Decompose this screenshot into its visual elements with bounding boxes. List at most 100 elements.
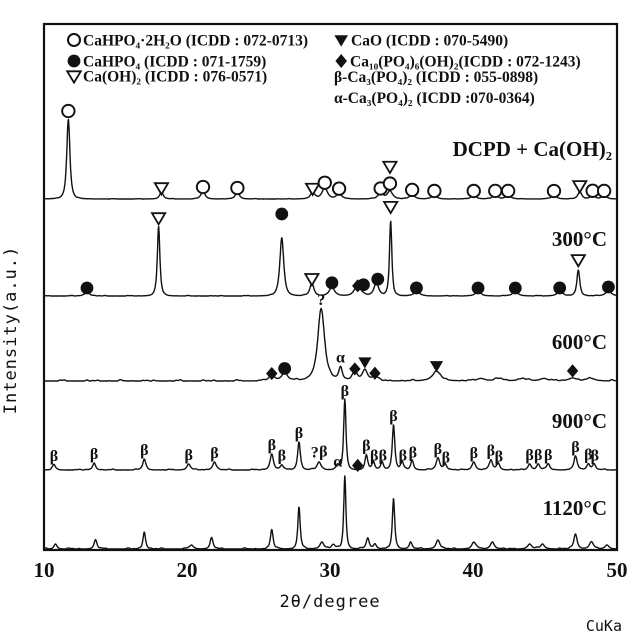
phase-annotation-900c: β bbox=[50, 448, 58, 465]
legend-item-cahpo4-label: CaHPO₄ (ICDD : 071-1759) bbox=[83, 54, 266, 71]
series-label-dcpd: DCPD + Ca(OH)₂ bbox=[453, 137, 612, 161]
filled-circle-marker bbox=[278, 362, 292, 375]
phase-annotation-600c: ? bbox=[317, 292, 325, 309]
filled-diamond-marker bbox=[369, 366, 381, 380]
open-circle-marker bbox=[195, 179, 211, 195]
legend-right-column: CaO (ICDD : 070-5490) Ca₁₀(PO₄)₆(OH)₂(IC… bbox=[334, 33, 581, 108]
phase-annotation-900c: β bbox=[584, 447, 592, 464]
open-circle-marker bbox=[488, 183, 503, 199]
x-axis-title: 2θ/degree bbox=[279, 592, 380, 612]
filled-circle-marker bbox=[275, 207, 289, 221]
filled-diamond-marker bbox=[266, 366, 278, 381]
trace-line-dcpd bbox=[43, 118, 618, 200]
phase-annotation-900c: β bbox=[399, 448, 407, 465]
legend-item-hap-label: Ca₁₀(PO₄)₆(OH)₂(ICDD : 072-1243) bbox=[350, 54, 581, 71]
x-tick-label-30: 30 bbox=[320, 558, 341, 582]
legend-item-beta-tcp-label: β-Ca₃(PO₄)₂ (ICDD : 055-0898) bbox=[334, 69, 538, 86]
series-label-900c: 900°C bbox=[552, 409, 607, 433]
open-triangle-down-marker bbox=[303, 273, 321, 287]
open-circle-marker bbox=[500, 183, 516, 199]
x-tick-label-40: 40 bbox=[463, 558, 484, 582]
open-circle-marker bbox=[466, 183, 481, 199]
open-triangle-down-icon bbox=[65, 70, 83, 85]
open-circle-marker bbox=[427, 183, 442, 199]
filled-diamond-marker bbox=[352, 458, 364, 473]
phase-annotation-900c: β bbox=[362, 438, 370, 455]
phase-annotation-900c: ? bbox=[311, 444, 319, 461]
phase-annotation-900c: β bbox=[389, 408, 397, 425]
filled-diamond-marker bbox=[349, 362, 361, 376]
phase-annotation-900c: β bbox=[90, 446, 98, 463]
x-tick-label-10: 10 bbox=[34, 558, 55, 582]
open-circle-marker bbox=[230, 180, 245, 196]
open-triangle-down-marker bbox=[381, 160, 399, 175]
series-label-1120c: 1120°C bbox=[543, 496, 607, 520]
filled-circle-marker bbox=[553, 281, 567, 295]
open-triangle-down-marker bbox=[570, 254, 587, 269]
phase-annotation-900c: β bbox=[370, 448, 378, 465]
x-tick-label-20: 20 bbox=[177, 558, 198, 582]
phase-annotation-900c: β bbox=[319, 443, 327, 460]
series-label-600c: 600°C bbox=[552, 330, 607, 354]
open-circle-marker bbox=[405, 182, 420, 198]
filled-triangle-down-marker bbox=[429, 361, 444, 373]
phase-annotation-900c: β bbox=[210, 445, 218, 462]
phase-annotation-900c: β bbox=[442, 449, 450, 466]
phase-annotation-900c: β bbox=[434, 441, 442, 458]
legend-left-column: CaHPO₄·2H₂O (ICDD : 072-0713) CaHPO₄ (IC… bbox=[65, 33, 308, 86]
open-circle-marker bbox=[596, 183, 612, 199]
series-label-300c: 300°C bbox=[552, 227, 607, 251]
phase-annotation-900c: β bbox=[379, 448, 387, 465]
anode-note: CuKa bbox=[586, 617, 622, 635]
legend-item-alpha-tcp-label: α-Ca₃(PO₄)₂ (ICDD :070-0364) bbox=[334, 90, 535, 107]
open-circle-marker bbox=[382, 176, 398, 191]
filled-circle-marker bbox=[80, 281, 94, 295]
filled-triangle-down-icon bbox=[334, 35, 348, 47]
filled-circle-marker bbox=[357, 278, 370, 292]
trace-line-1120c bbox=[43, 475, 618, 550]
phase-annotation-900c: β bbox=[495, 449, 503, 466]
phase-annotation-900c: β bbox=[470, 445, 478, 462]
filled-diamond-marker bbox=[566, 364, 579, 378]
phase-annotation-900c: β bbox=[591, 447, 599, 464]
open-circle-marker bbox=[61, 103, 76, 119]
open-circle-marker bbox=[317, 175, 332, 190]
legend-item-caoh2-label: Ca(OH)₂ (ICDD : 076-0571) bbox=[83, 69, 267, 86]
open-triangle-down-marker bbox=[150, 212, 167, 227]
filled-diamond-icon bbox=[335, 54, 347, 68]
phase-annotation-900c: β bbox=[341, 383, 349, 400]
filled-circle-marker bbox=[410, 281, 423, 295]
open-triangle-down-marker bbox=[304, 182, 321, 197]
phase-annotation-900c: β bbox=[409, 444, 417, 461]
phase-annotation-900c: β bbox=[571, 439, 579, 456]
phase-annotation-900c: α bbox=[333, 454, 342, 471]
filled-triangle-down-marker bbox=[358, 357, 372, 369]
open-triangle-down-marker bbox=[382, 201, 399, 215]
phase-annotation-900c: β bbox=[184, 447, 192, 464]
x-tick-label-50: 50 bbox=[607, 558, 628, 582]
phase-annotation-900c: β bbox=[140, 442, 148, 459]
open-triangle-down-marker bbox=[153, 182, 170, 197]
legend-item-dcpd-label: CaHPO₄·2H₂O (ICDD : 072-0713) bbox=[83, 33, 308, 50]
open-circle-marker bbox=[546, 183, 562, 199]
open-triangle-down-marker bbox=[571, 180, 588, 195]
filled-circle-marker bbox=[602, 280, 615, 294]
filled-circle-marker bbox=[508, 281, 522, 295]
open-circle-icon bbox=[67, 33, 81, 47]
filled-circle-icon bbox=[67, 54, 81, 68]
open-circle-marker bbox=[331, 181, 347, 196]
legend-item-cao-label: CaO (ICDD : 070-5490) bbox=[351, 33, 508, 50]
plot-frame bbox=[42, 22, 619, 552]
phase-annotation-900c: β bbox=[487, 443, 495, 460]
trace-line-900c bbox=[43, 398, 618, 471]
phase-annotation-900c: β bbox=[525, 447, 533, 464]
phase-annotation-900c: β bbox=[278, 448, 286, 465]
phase-annotation-600c: α bbox=[336, 349, 345, 366]
phase-annotation-900c: β bbox=[268, 437, 276, 454]
filled-circle-marker bbox=[325, 276, 339, 290]
trace-line-600c bbox=[43, 307, 618, 382]
filled-circle-marker bbox=[471, 281, 485, 295]
